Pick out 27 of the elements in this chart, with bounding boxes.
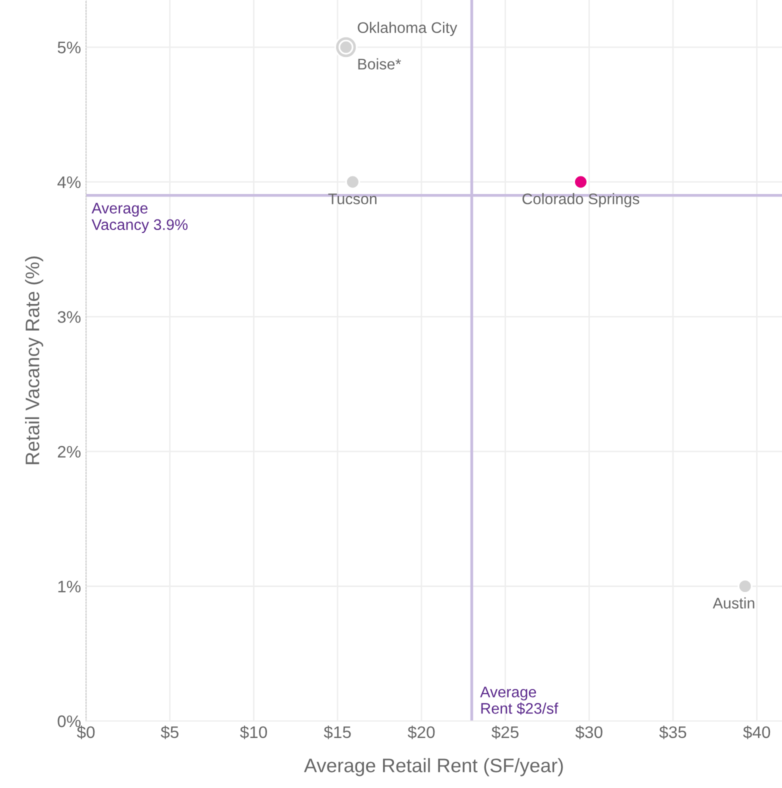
ref-line-label: Average Rent $23/sf [480,686,558,715]
x-tick-label: $5 [160,726,178,740]
x-tick-label: $25 [492,726,518,740]
point [573,174,588,190]
x-tick-label: $10 [240,726,267,740]
y-tick-label: 1% [58,580,81,592]
series-label: Colorado Springs [522,193,640,208]
x-axis-title: Average Retail Rent (SF/year) [304,758,563,776]
y-tick-label: 4% [57,176,81,188]
x-tick-label: $30 [575,726,602,740]
ref-line-label: Average Vacancy 3.9% [92,202,188,234]
y-tick-label: 2% [58,446,81,458]
y-tick-label: 0% [58,715,81,728]
point [738,578,753,594]
point [345,174,360,190]
x-tick-label: $15 [324,726,351,740]
y-tick-label: 5% [58,42,81,54]
series-label: Tucson [328,194,376,204]
series-label: Boise* [358,58,401,70]
x-tick-label: $35 [659,726,686,740]
x-tick-label: $0 [76,726,95,740]
y-tick-label: 3% [58,311,81,323]
series-label: Oklahoma City [358,22,458,36]
series-label: Austin [712,597,754,609]
x-tick-label: $20 [408,726,435,740]
x-tick-label: $40 [743,726,770,740]
y-axis-title: Retail Vacancy Rate (%) [25,256,44,464]
